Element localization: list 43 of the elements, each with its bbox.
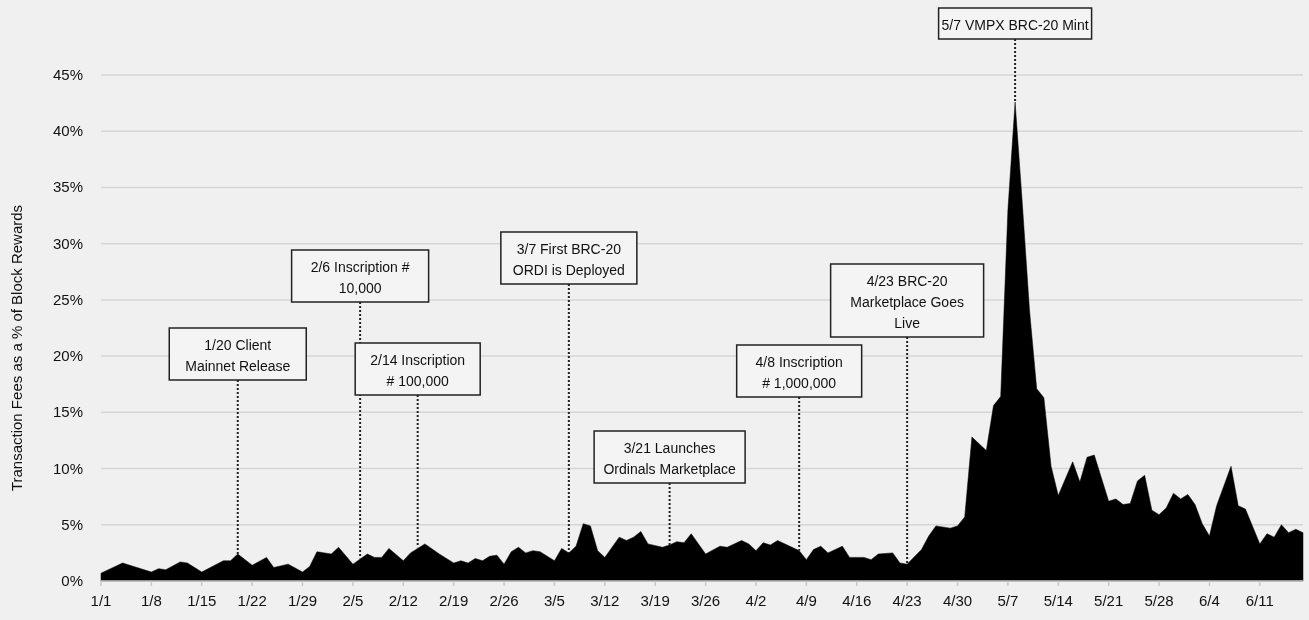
x-tick-label: 5/14 <box>1043 592 1073 609</box>
x-tick-label: 4/2 <box>745 592 767 609</box>
y-tick-label: 10% <box>52 459 83 477</box>
x-tick-label: 1/15 <box>187 592 217 609</box>
x-tick-label: 3/26 <box>691 592 721 609</box>
x-tick-label: 3/5 <box>544 592 565 609</box>
annotation: 3/7 First BRC-20 ORDI is Deployed <box>512 241 625 278</box>
x-tick-label: 5/28 <box>1144 592 1174 609</box>
y-tick-label: 40% <box>52 122 83 140</box>
x-tick-label: 4/30 <box>942 592 973 609</box>
y-tick-label: 15% <box>52 403 83 421</box>
x-tick-label: 1/8 <box>140 592 162 609</box>
y-axis-title: Transaction Fees as a % of Block Rewards <box>8 204 25 492</box>
x-tick-label: 4/9 <box>795 592 817 609</box>
y-tick-label: 35% <box>52 178 83 196</box>
y-tick-label: 30% <box>52 234 83 252</box>
y-tick-label: 25% <box>52 290 83 308</box>
x-tick-label: 3/19 <box>640 592 670 609</box>
y-tick-label: 20% <box>52 347 83 365</box>
annotation: 5/7 VMPX BRC-20 Mint <box>941 17 1089 33</box>
x-tick-label: 6/4 <box>1199 592 1220 609</box>
x-tick-label: 1/1 <box>90 592 112 609</box>
annotation: 4/23 BRC-20 Marketplace Goes Live <box>850 273 964 331</box>
y-tick-label: 0% <box>61 572 83 589</box>
x-tick-label: 2/5 <box>342 592 364 609</box>
x-tick-label: 5/7 <box>997 592 1019 609</box>
annotation: 1/20 Client Mainnet Release <box>185 337 291 374</box>
annotation: 3/21 Launches Ordinals Marketplace <box>603 440 736 477</box>
x-tick-label: 2/26 <box>489 592 519 609</box>
annotation: 4/8 Inscription # 1,000,000 <box>755 354 843 391</box>
x-tick-label: 2/19 <box>439 592 469 609</box>
x-tick-label: 5/21 <box>1094 592 1124 609</box>
x-tick-label: 2/12 <box>388 592 418 609</box>
x-tick-label: 6/11 <box>1245 592 1274 609</box>
x-tick-label: 1/29 <box>287 592 318 609</box>
x-tick-label: 4/23 <box>892 592 922 609</box>
annotation: 2/14 Inscription # 100,000 <box>370 352 466 389</box>
annotation: 2/6 Inscription # 10,000 <box>310 259 410 296</box>
y-tick-label: 45% <box>52 66 83 83</box>
x-tick-label: 3/12 <box>590 592 620 609</box>
x-tick-label: 1/22 <box>237 592 267 609</box>
y-tick-label: 5% <box>61 515 83 533</box>
x-tick-label: 4/16 <box>842 592 872 609</box>
